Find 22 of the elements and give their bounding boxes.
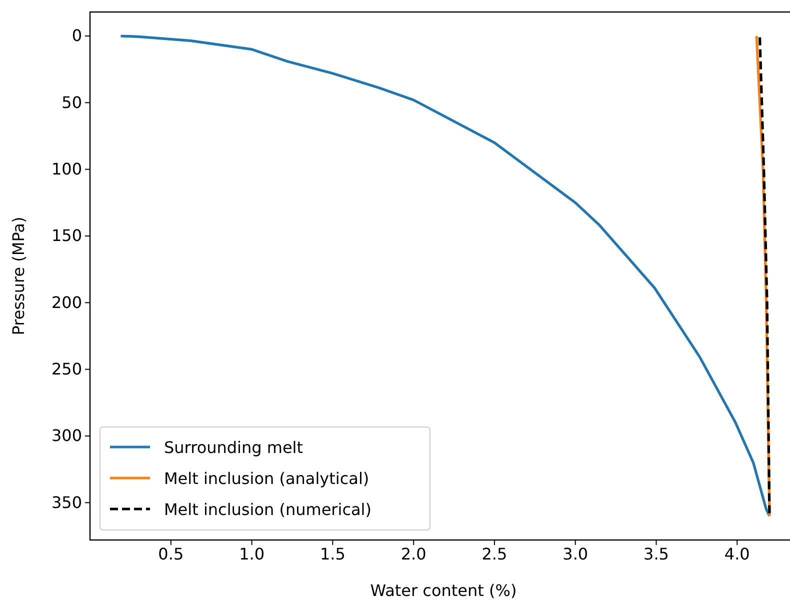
x-tick-label: 3.5 xyxy=(644,544,669,564)
x-tick-label: 3.0 xyxy=(562,544,588,564)
x-tick-label: 0.5 xyxy=(158,544,184,564)
x-tick-label: 2.5 xyxy=(482,544,508,564)
y-tick-label: 100 xyxy=(51,159,82,178)
y-tick-label: 200 xyxy=(51,292,82,312)
y-tick-label: 350 xyxy=(51,492,82,512)
legend-label: Melt inclusion (numerical) xyxy=(164,500,372,519)
y-tick-label: 50 xyxy=(62,92,82,112)
x-tick-label: 1.5 xyxy=(320,544,346,564)
legend-label: Melt inclusion (analytical) xyxy=(164,469,370,488)
y-tick-label: 250 xyxy=(51,359,82,378)
y-tick-label: 150 xyxy=(51,226,82,246)
line-series xyxy=(119,34,771,518)
legend-label: Surrounding melt xyxy=(164,438,304,457)
y-tick-label: 0 xyxy=(72,26,82,46)
y-tick-label: 300 xyxy=(51,426,82,446)
x-tick-label: 4.0 xyxy=(724,544,750,564)
x-tick-label: 1.0 xyxy=(239,544,265,564)
x-tick-label: 2.0 xyxy=(400,544,426,564)
x-axis-title: Water content (%) xyxy=(370,581,517,600)
y-axis-title: Pressure (MPa) xyxy=(9,216,28,336)
